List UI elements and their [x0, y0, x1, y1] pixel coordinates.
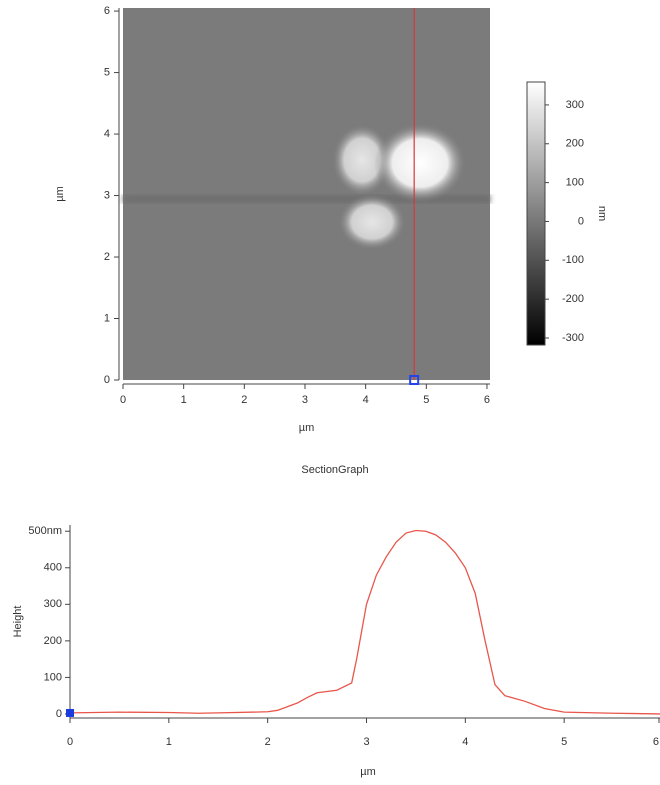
colorbar-tick-label: -200 — [562, 293, 584, 305]
colorbar-tick-label: 300 — [566, 99, 584, 111]
x-tick-label: 5 — [561, 736, 567, 748]
x-tick-label: 4 — [363, 394, 369, 406]
y-tick-label: 0 — [56, 708, 62, 720]
y-axis-label: µm — [54, 186, 66, 202]
colorbar — [526, 81, 546, 346]
colorbar-label: nm — [596, 206, 608, 221]
x-tick-label: 6 — [484, 394, 490, 406]
colorbar-tick-label: -100 — [562, 254, 584, 266]
y-tick-label: 0 — [104, 374, 110, 386]
colorbar-tick-label: -300 — [562, 332, 584, 344]
y-axis-label: Height — [12, 606, 24, 638]
x-tick-label: 1 — [181, 394, 187, 406]
y-tick-label: 300 — [44, 598, 62, 610]
section-profile — [69, 529, 660, 715]
x-tick-label: 3 — [302, 394, 308, 406]
x-tick-label: 1 — [166, 736, 172, 748]
colorbar-tick-label: 0 — [578, 215, 584, 227]
x-tick-label: 5 — [423, 394, 429, 406]
y-tick-label: 5 — [104, 66, 110, 78]
afm-image — [123, 8, 490, 380]
y-tick-label: 4 — [104, 128, 110, 140]
y-tick-label: 200 — [44, 635, 62, 647]
colorbar-tick-label: 200 — [566, 138, 584, 150]
x-tick-label: 2 — [265, 736, 271, 748]
x-tick-label: 2 — [241, 394, 247, 406]
chart-title: SectionGraph — [301, 464, 368, 476]
x-axis-label: µm — [299, 422, 315, 434]
y-tick-label: 400 — [44, 562, 62, 574]
x-axis-label: µm — [360, 766, 376, 778]
x-tick-label: 6 — [653, 736, 659, 748]
y-tick-label: 100 — [44, 671, 62, 683]
y-tick-label: 2 — [104, 251, 110, 263]
y-tick-label: 3 — [104, 189, 110, 201]
section-cursor — [409, 375, 420, 385]
y-tick-label: 1 — [104, 312, 110, 324]
profile-cursor — [66, 708, 74, 717]
x-tick-label: 3 — [363, 736, 369, 748]
x-tick-label: 4 — [462, 736, 468, 748]
colorbar-tick-label: 100 — [566, 177, 584, 189]
y-tick-label: 6 — [104, 5, 110, 17]
x-tick-label: 0 — [67, 736, 73, 748]
x-tick-label: 0 — [120, 394, 126, 406]
y-tick-label: 500nm — [28, 525, 62, 537]
